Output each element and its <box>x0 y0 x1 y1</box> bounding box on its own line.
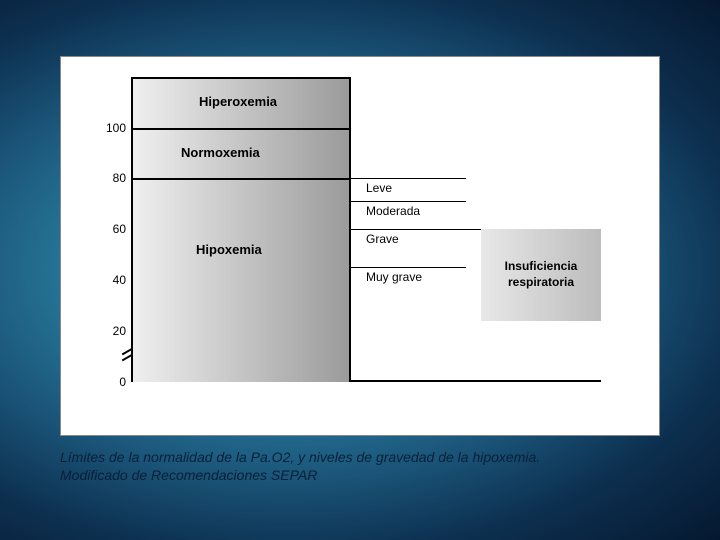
column-border <box>131 77 133 382</box>
severity-label: Grave <box>366 232 399 246</box>
insuficiencia-box: Insuficiencia respiratoria <box>481 229 601 321</box>
ir-connector <box>466 229 481 230</box>
caption-line2: Modificado de Recomendaciones SEPAR <box>60 467 317 483</box>
main-column-bg <box>131 77 351 382</box>
severity-divider <box>351 267 466 268</box>
severity-label: Moderada <box>366 204 420 218</box>
severity-divider <box>351 229 466 230</box>
band-divider <box>131 178 351 180</box>
severity-label: Leve <box>366 181 392 195</box>
caption-line1: Límites de la normalidad de la Pa.O2, y … <box>60 449 540 465</box>
y-tick-label: 60 <box>101 222 126 236</box>
band-label: Normoxemia <box>181 145 260 160</box>
band-divider <box>131 128 351 130</box>
y-tick-label: 40 <box>101 273 126 287</box>
caption: Límites de la normalidad de la Pa.O2, y … <box>60 448 660 484</box>
severity-divider <box>351 201 466 202</box>
y-tick-label: 20 <box>101 324 126 338</box>
band-label: Hipoxemia <box>196 242 262 257</box>
y-tick-label: 0 <box>101 375 126 389</box>
severity-label: Muy grave <box>366 270 422 284</box>
severity-divider <box>351 178 466 179</box>
band-divider <box>131 77 351 79</box>
band-label: Hiperoxemia <box>199 94 277 109</box>
y-tick-label: 100 <box>101 121 126 135</box>
chart-area: Hiperoxemia Normoxemia Hipoxemia Leve Modera… <box>131 77 621 407</box>
chart-panel: 0 20 40 60 80 100 Hiperoxemia Normoxemia Hipoxe… <box>60 56 660 436</box>
y-tick-label: 80 <box>101 171 126 185</box>
